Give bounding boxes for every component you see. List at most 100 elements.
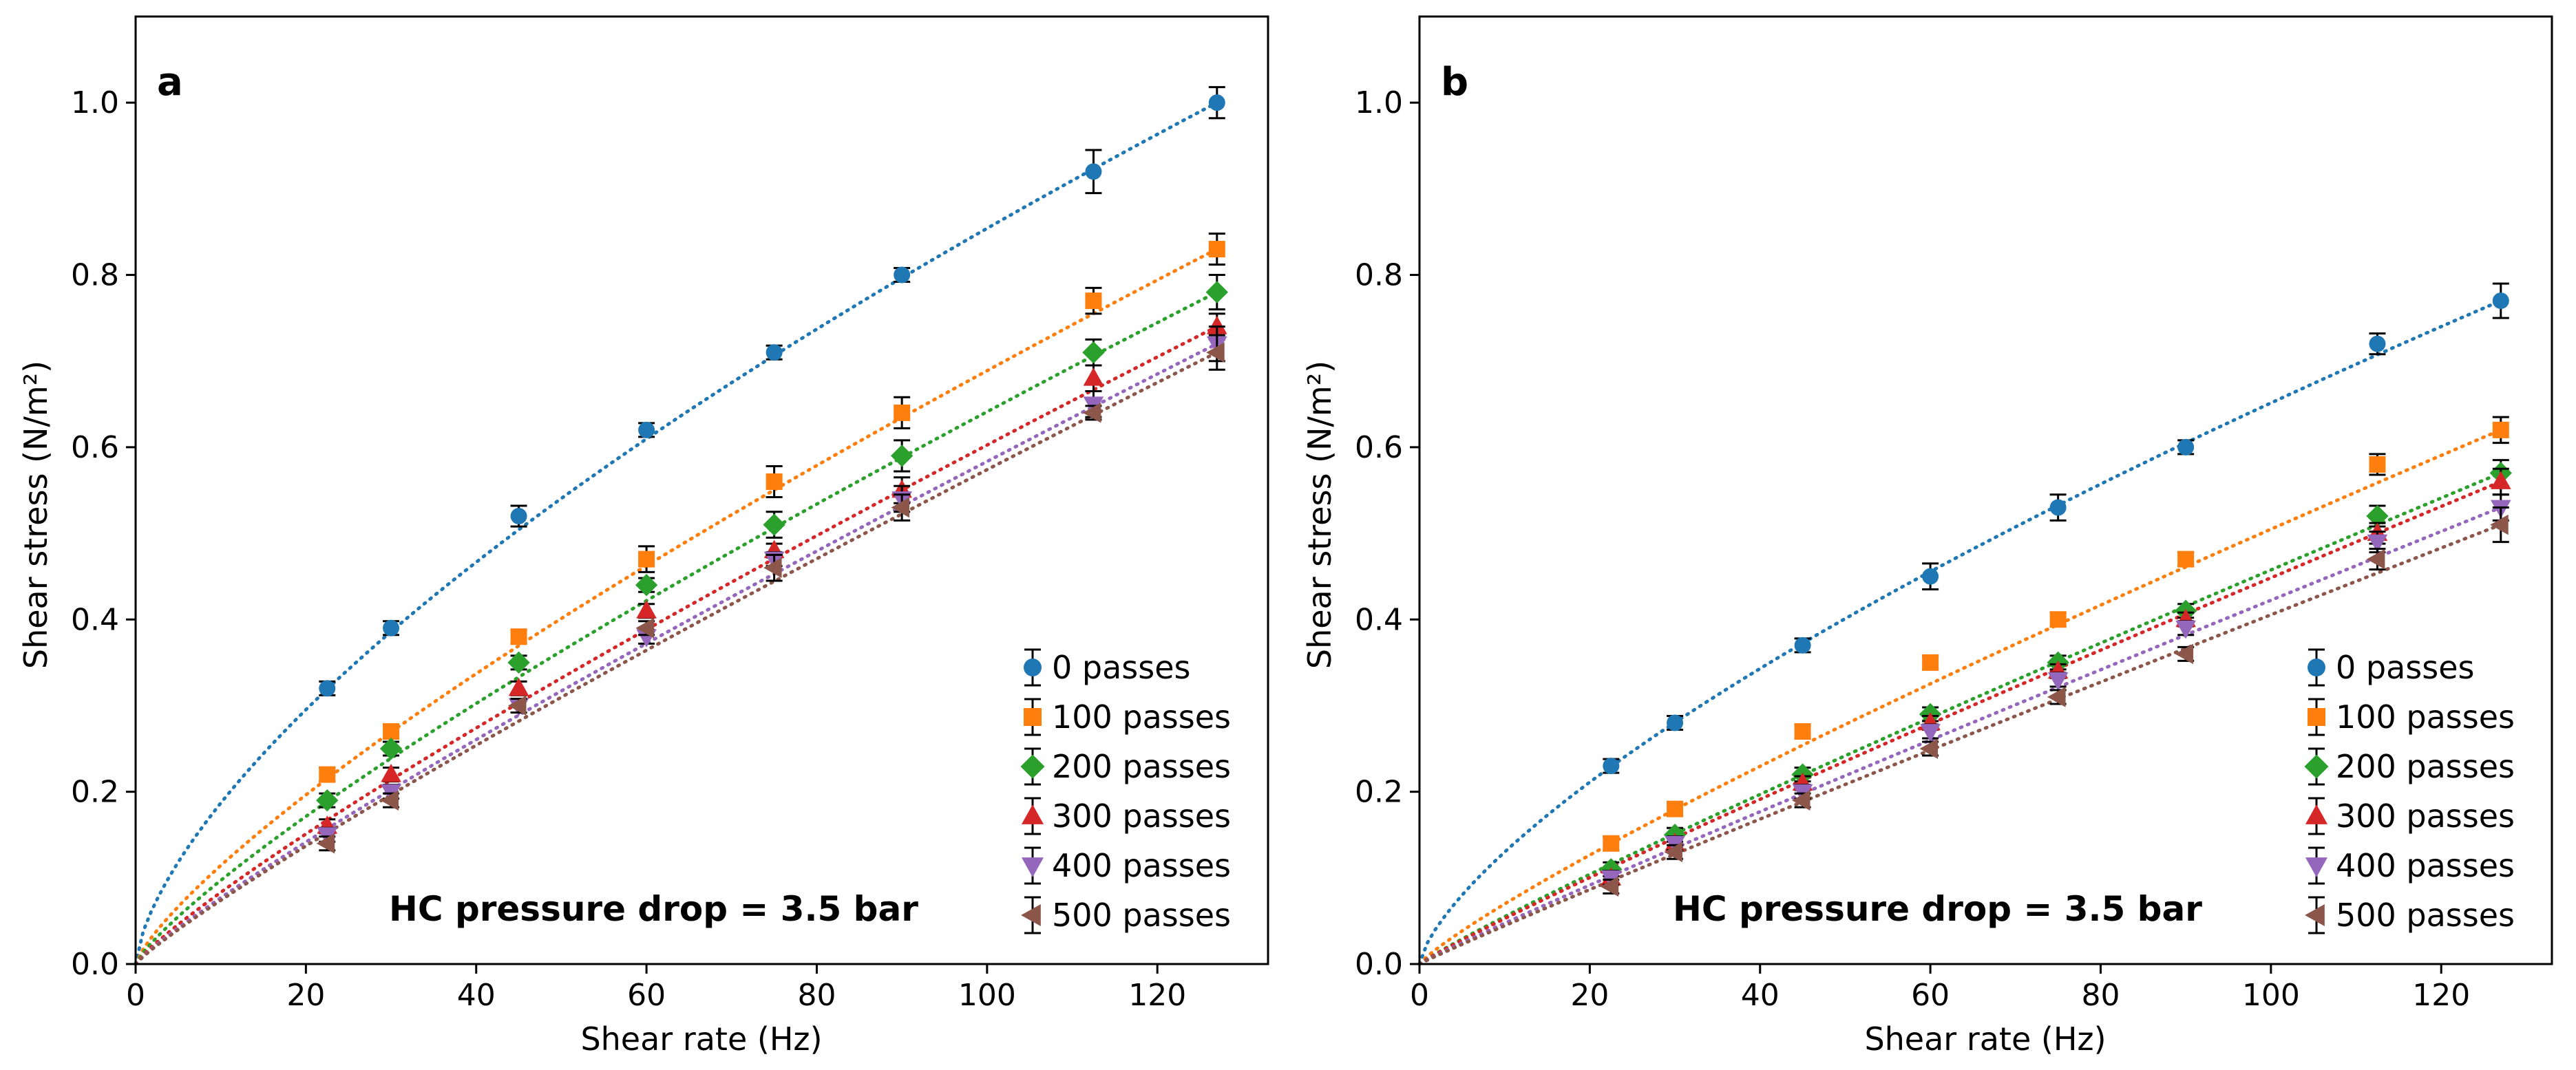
legend-marker <box>1020 754 1045 779</box>
legend-item: 400 passes <box>1021 846 1231 885</box>
data-point <box>1083 367 1104 386</box>
data-point <box>2490 471 2511 489</box>
fit-line-200-passes <box>134 290 1219 966</box>
y-tick-label: 0.2 <box>71 775 119 810</box>
data-point <box>766 473 783 490</box>
fit-line-400-passes <box>134 342 1219 966</box>
x-tick-label: 80 <box>2081 978 2120 1013</box>
legend-item: 200 passes <box>1020 747 1231 786</box>
data-point <box>1085 292 1102 310</box>
y-tick-label: 0.0 <box>71 947 119 982</box>
data-point <box>1794 636 1811 654</box>
data-point <box>1794 723 1811 740</box>
data-point <box>381 764 401 782</box>
data-point <box>2369 335 2386 352</box>
data-point <box>636 600 657 619</box>
panel-a-annotation: HC pressure drop = 3.5 bar <box>389 889 918 929</box>
data-point <box>2175 620 2196 639</box>
data-point <box>1082 341 1105 364</box>
panel-a-chart: 0 20 40 60 80 100 120 0.0 0.2 0.4 0.6 0.8 1.0 a HC … <box>17 15 1269 1058</box>
panel-b-x-axis-title: Shear rate (Hz) <box>1864 1020 2106 1058</box>
data-point <box>1603 758 1620 775</box>
legend-marker <box>2305 804 2328 824</box>
legend-item: 100 passes <box>2308 698 2515 736</box>
series-0-passes <box>1603 282 2509 775</box>
x-tick-label: 20 <box>1570 978 1609 1013</box>
data-point <box>1206 342 1225 363</box>
data-point <box>383 723 400 740</box>
legend-marker <box>1021 903 1041 927</box>
data-point <box>1085 163 1102 180</box>
data-point <box>2177 550 2195 568</box>
x-tick-label: 100 <box>2242 978 2300 1013</box>
series-500-passes <box>316 334 1225 854</box>
data-point <box>379 737 403 760</box>
data-point <box>2492 292 2509 310</box>
legend-label: 100 passes <box>2336 698 2515 736</box>
data-point <box>316 789 339 812</box>
legend-item: 500 passes <box>1021 896 1231 934</box>
panel-b-y-axis-title: Shear stress (N/m²) <box>1301 361 1338 669</box>
data-point <box>894 266 911 283</box>
panel-a-fit-lines <box>134 100 1219 966</box>
fit-line-300-passes <box>134 325 1219 966</box>
y-tick-label: 1.0 <box>1355 85 1403 120</box>
panel-b-fit-lines <box>1417 299 2503 966</box>
legend-label: 100 passes <box>1052 698 1231 736</box>
data-point <box>890 445 914 467</box>
series-100-passes <box>319 232 1225 783</box>
panel-a-data-points <box>316 86 1228 854</box>
data-point <box>891 497 910 518</box>
data-point <box>1920 724 1941 742</box>
y-tick-label: 0.4 <box>1355 602 1403 637</box>
legend-item: 100 passes <box>1024 698 1231 736</box>
panel-b-data-points <box>1600 282 2512 897</box>
fit-line-200-passes <box>1417 471 2503 966</box>
data-point <box>2049 499 2067 516</box>
y-tick-label: 0.8 <box>1355 258 1403 293</box>
panel-a-x-axis: 0 20 40 60 80 100 120 <box>126 964 1186 1013</box>
x-tick-label: 120 <box>1128 978 1186 1013</box>
legend-label: 300 passes <box>1052 798 1231 835</box>
x-tick-label: 120 <box>2412 978 2470 1013</box>
legend-label: 500 passes <box>1052 897 1231 934</box>
data-point <box>2490 514 2509 535</box>
fit-line-100-passes <box>1417 428 2503 966</box>
data-point <box>1922 654 1939 671</box>
legend-label: 400 passes <box>1052 847 1231 884</box>
legend-marker <box>1024 659 1042 676</box>
data-point <box>507 651 530 674</box>
x-tick-label: 20 <box>286 978 325 1013</box>
data-point <box>1922 568 1939 585</box>
data-point <box>1208 94 1225 111</box>
data-point <box>508 677 529 696</box>
legend-marker <box>1021 857 1044 877</box>
panel-b-legend: 0 passes 100 passes 200 passes 300 passes 40… <box>2304 648 2515 934</box>
panel-b-label: b <box>1441 60 1468 105</box>
legend-label: 500 passes <box>2336 897 2515 934</box>
data-point <box>1667 714 1684 731</box>
x-tick-label: 60 <box>627 978 666 1013</box>
legend-item: 500 passes <box>2305 896 2515 934</box>
data-point <box>316 833 335 854</box>
data-point <box>1664 842 1682 863</box>
x-tick-label: 60 <box>1911 978 1950 1013</box>
panel-a-y-axis: 0.0 0.2 0.4 0.6 0.8 1.0 <box>71 85 136 982</box>
x-tick-label: 40 <box>457 978 496 1013</box>
legend-item: 400 passes <box>2305 846 2515 885</box>
data-point <box>2177 438 2195 456</box>
x-tick-label: 100 <box>958 978 1016 1013</box>
fit-line-500-passes <box>134 350 1219 966</box>
legend-label: 400 passes <box>2336 847 2515 884</box>
data-point <box>2366 548 2385 570</box>
legend-label: 0 passes <box>1052 649 1190 686</box>
x-tick-label: 80 <box>797 978 836 1013</box>
legend-marker <box>2305 857 2328 877</box>
data-point <box>1791 790 1810 811</box>
data-point <box>510 628 527 645</box>
legend-marker <box>1024 708 1042 726</box>
panel-a-plot-frame <box>134 15 1269 965</box>
panel-a-label: a <box>157 60 183 105</box>
legend-item: 0 passes <box>2308 648 2474 687</box>
panel-b-plot-frame <box>1418 15 2553 965</box>
